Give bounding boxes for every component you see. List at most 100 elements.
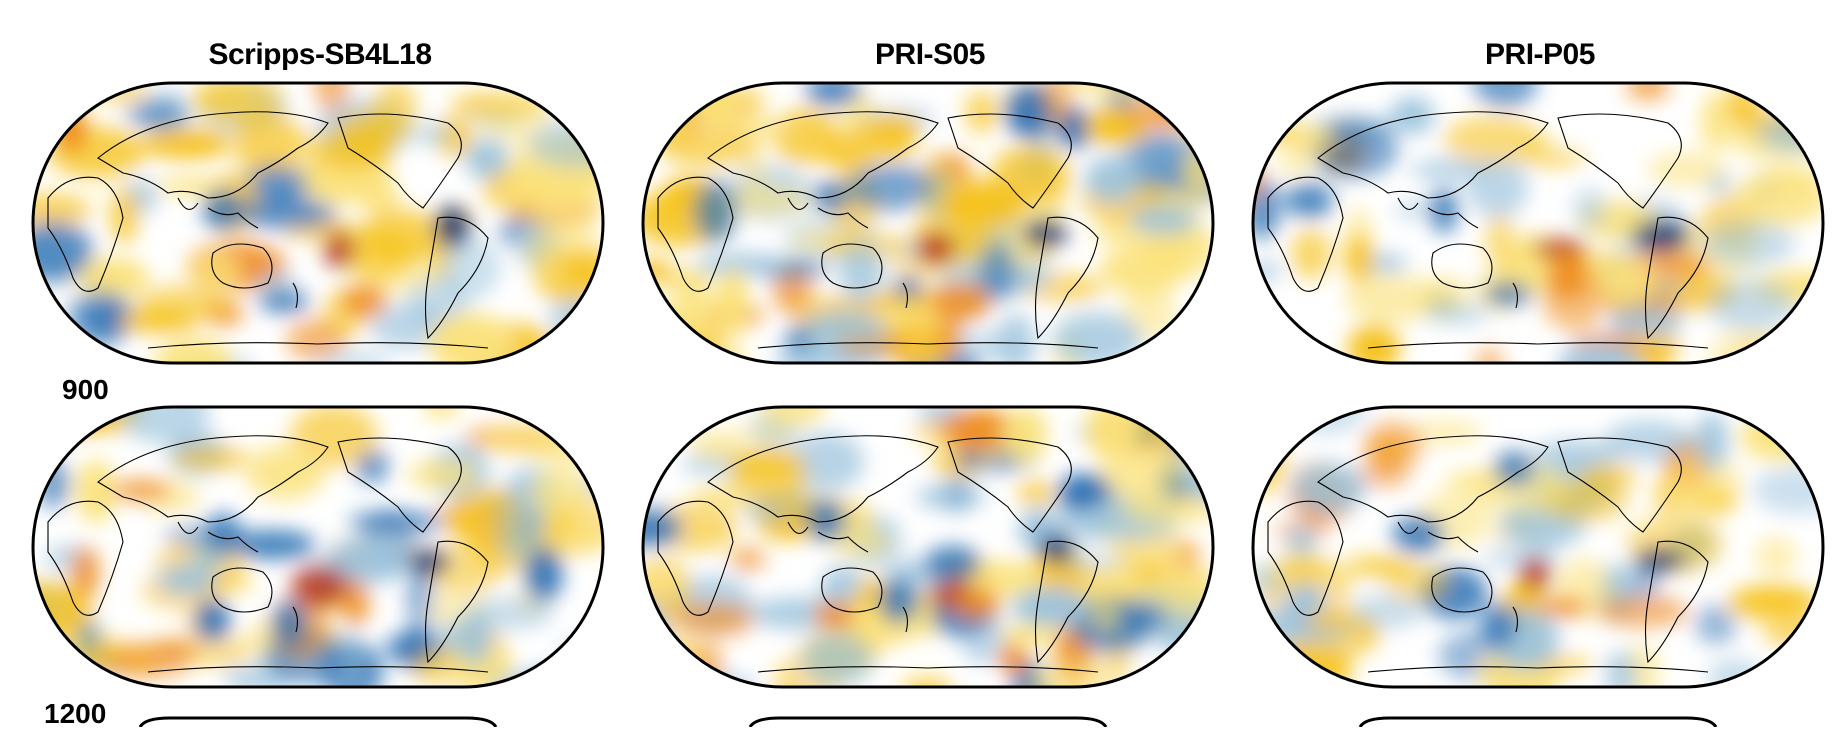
anomaly-blob	[1345, 234, 1373, 283]
coastline	[1644, 216, 1709, 340]
anomaly-blob	[1532, 440, 1621, 471]
anomaly-blob	[1475, 346, 1504, 363]
anomaly-blob	[1394, 201, 1431, 219]
strong-anomaly	[1637, 548, 1687, 571]
coastlines	[1267, 111, 1709, 349]
anomaly-blob	[1608, 305, 1683, 338]
anomaly-blob	[407, 459, 478, 490]
anomaly-blob	[1410, 159, 1490, 181]
anomaly-blob	[188, 635, 252, 668]
anomaly-blob	[657, 83, 691, 114]
anomaly-blob	[1016, 480, 1056, 507]
anomaly-blob	[1695, 412, 1729, 470]
anomaly-blob	[970, 560, 1044, 598]
anomaly-blob	[1443, 115, 1542, 165]
anomaly-blob	[1695, 604, 1737, 645]
anomaly-blob	[1493, 450, 1535, 487]
map-border	[31, 405, 605, 689]
anomaly-blob	[1390, 96, 1435, 135]
anomaly-blob	[423, 407, 460, 420]
coastline	[47, 500, 124, 616]
map-border	[31, 81, 605, 365]
anomaly-blob	[1122, 495, 1213, 525]
anomaly-blob	[1052, 312, 1142, 363]
anomaly-blob	[1292, 463, 1366, 514]
anomaly-blob	[232, 114, 307, 174]
anomaly-blob	[1796, 445, 1823, 462]
anomaly-blob	[716, 268, 749, 331]
anomaly-blob	[915, 485, 986, 509]
anomaly-blob	[140, 128, 232, 159]
anomaly-blob	[805, 83, 861, 107]
anomaly-blob	[347, 511, 445, 533]
coastlines	[1267, 435, 1709, 673]
anomaly-blob	[695, 253, 787, 276]
anomaly-blob	[125, 101, 186, 128]
anomaly-blob	[33, 83, 76, 132]
anomaly-blob	[1557, 343, 1644, 363]
anomaly-blob	[1026, 658, 1117, 687]
strong-anomaly	[406, 548, 451, 575]
strong-anomaly	[1429, 187, 1458, 234]
anomaly-blob	[361, 182, 402, 217]
coastline	[1317, 435, 1549, 523]
anomaly-blob	[357, 208, 445, 263]
strong-anomaly	[434, 205, 471, 249]
map-border	[1251, 405, 1825, 689]
anomaly-blob	[733, 423, 790, 442]
anomaly-blob	[412, 649, 464, 685]
strong-anomaly	[1538, 596, 1589, 618]
anomaly-blob	[1702, 220, 1796, 267]
anomaly-blob	[158, 565, 216, 595]
strong-anomaly	[202, 189, 244, 230]
anomaly-blob	[690, 485, 752, 511]
coastline	[1431, 243, 1493, 289]
strong-anomaly	[953, 588, 1002, 621]
anomaly-blob	[238, 197, 337, 230]
anomaly-blob	[1290, 228, 1332, 280]
anomaly-blob	[228, 530, 316, 560]
coastline	[757, 666, 1099, 673]
anomaly-blob	[242, 165, 309, 205]
anomaly-blob	[1183, 149, 1213, 194]
anomaly-blob	[772, 107, 841, 166]
anomaly-blob	[1647, 152, 1727, 187]
coastline	[1317, 111, 1549, 199]
strong-anomaly	[323, 231, 356, 269]
anomaly-blob	[77, 257, 150, 298]
anomaly-blob	[528, 175, 603, 236]
map-svg-pri-p05-row1	[1251, 81, 1825, 365]
strong-anomaly	[1518, 556, 1552, 591]
anomaly-blob	[658, 126, 756, 168]
coastline	[1397, 197, 1479, 229]
coastline	[292, 282, 299, 309]
anomaly-blob	[939, 180, 1028, 226]
anomaly-blob	[581, 103, 603, 122]
coastline	[211, 243, 273, 289]
strong-anomaly	[290, 565, 350, 608]
anomaly-blob	[1472, 83, 1538, 108]
strong-anomaly	[1485, 282, 1532, 306]
map-svg-pri-s05-row1	[641, 81, 1215, 365]
anomaly-blob	[582, 90, 603, 119]
coastline	[902, 282, 909, 309]
anomaly-blob	[290, 407, 379, 468]
anomaly-blob	[477, 94, 553, 144]
anomaly-blob	[1167, 407, 1213, 442]
anomaly-blob	[1186, 412, 1213, 457]
map-border	[641, 81, 1215, 365]
coastline	[1267, 176, 1344, 292]
anomaly-blob	[71, 546, 100, 600]
anomaly-blob	[694, 180, 737, 243]
coastline	[47, 176, 124, 292]
anomaly-blob	[1284, 182, 1335, 219]
anomaly-blob	[1090, 599, 1123, 629]
coastline	[787, 521, 869, 553]
map-panel-pri-p05-row1	[1248, 78, 1828, 368]
anomaly-blob	[1253, 671, 1286, 687]
anomaly-blob	[1057, 553, 1126, 571]
anomaly-blob	[924, 545, 981, 581]
anomaly-blob	[881, 319, 950, 363]
column-title-pri-p05: PRI-P05	[1485, 38, 1595, 71]
anomaly-blob	[1351, 594, 1424, 629]
